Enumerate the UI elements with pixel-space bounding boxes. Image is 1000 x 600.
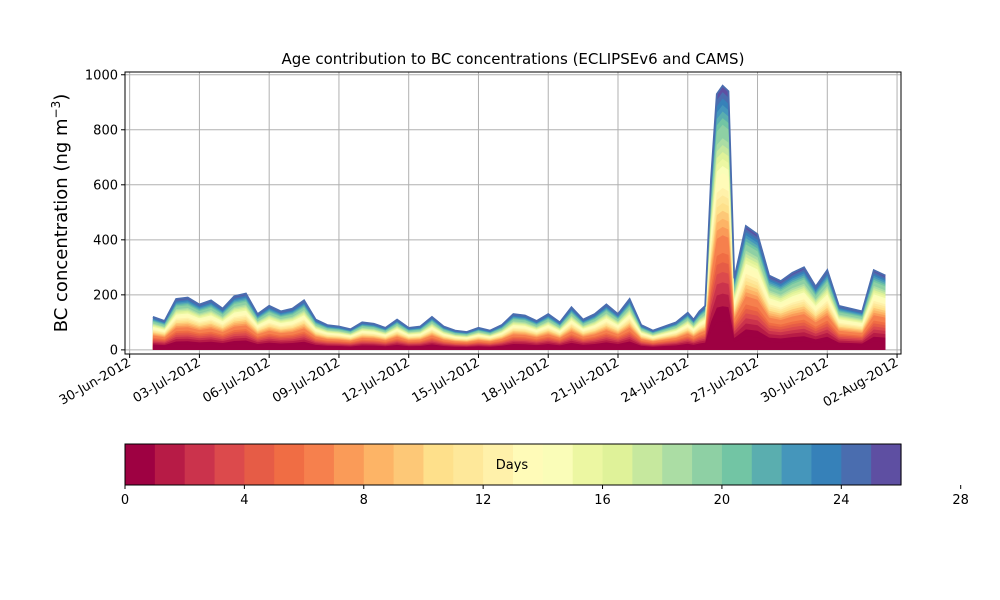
y-tick-label: 800 (93, 123, 118, 138)
colorbar-swatch (692, 444, 723, 485)
colorbar-swatch (483, 444, 514, 485)
x-tick-label: 09-Jul-2012 (270, 355, 343, 406)
y-tick-label: 400 (93, 233, 118, 248)
y-axis-label: BC concentration (ng m−3) (49, 94, 72, 333)
colorbar-swatch (751, 444, 783, 485)
colorbar-swatch (453, 444, 484, 485)
colorbar-swatch (274, 444, 305, 485)
x-tick-label: 18-Jul-2012 (479, 355, 552, 406)
colorbar-swatch (572, 444, 604, 485)
x-tick-label: 21-Jul-2012 (549, 355, 622, 406)
colorbar-swatch (363, 444, 395, 485)
colorbar-swatch (871, 444, 902, 485)
age-band-0 (152, 321, 886, 350)
colorbar-tick-label: 20 (714, 493, 731, 508)
y-tick-label: 1000 (85, 68, 118, 83)
colorbar-swatch (781, 444, 813, 485)
x-axis-ticks: 30-Jun-201203-Jul-201206-Jul-201209-Jul-… (57, 354, 901, 411)
y-axis-label-main: BC concentration (ng m (51, 118, 72, 332)
colorbar-swatch (154, 444, 186, 485)
colorbar-swatch (841, 444, 872, 485)
colorbar-tick-label: 16 (594, 493, 611, 508)
stacked-age-areas (152, 85, 886, 350)
x-tick-label: 02-Aug-2012 (821, 355, 901, 410)
colorbar-swatch (721, 444, 753, 485)
grid-lines (125, 72, 901, 354)
colorbar-label: Days (496, 458, 529, 473)
colorbar-tick-label: 12 (475, 493, 492, 508)
colorbar-swatch (214, 444, 245, 485)
y-tick-label: 0 (110, 343, 118, 358)
colorbar-ticks: 0 4 8 12 16 20 24 28 (121, 485, 969, 508)
total-line (152, 84, 886, 333)
total-concentration-line (152, 84, 886, 333)
colorbar-tick-label: 8 (360, 493, 368, 508)
y-axis-ticks: 0 200 400 600 800 1000 (85, 68, 125, 358)
x-tick-label: 27-Jul-2012 (689, 355, 762, 406)
y-axis-label-superscript: −3 (49, 101, 63, 119)
colorbar-tick-label: 24 (833, 493, 850, 508)
y-axis-label-suffix: ) (51, 94, 72, 101)
colorbar-swatch (333, 444, 365, 485)
colorbar-swatch (542, 444, 574, 485)
colorbar-swatch (662, 444, 693, 485)
colorbar-swatch (244, 444, 275, 485)
chart-title: Age contribution to BC concentrations (E… (282, 50, 745, 68)
x-tick-label: 30-Jun-2012 (57, 355, 134, 408)
colorbar-swatch (125, 444, 156, 485)
x-tick-label: 24-Jul-2012 (619, 355, 692, 406)
y-tick-label: 600 (93, 178, 118, 193)
x-tick-label: 12-Jul-2012 (340, 355, 413, 406)
colorbar-swatch (184, 444, 216, 485)
colorbar-swatch (632, 444, 663, 485)
colorbar-tick-label: 0 (121, 493, 129, 508)
colorbar-tick-label: 4 (240, 493, 248, 508)
x-tick-label: 15-Jul-2012 (410, 355, 483, 406)
y-tick-label: 200 (93, 288, 118, 303)
colorbar-swatch (393, 444, 425, 485)
x-tick-label: 06-Jul-2012 (200, 355, 273, 406)
colorbar-tick-label: 28 (952, 493, 969, 508)
x-tick-label: 03-Jul-2012 (131, 355, 204, 406)
colorbar-frame (124, 443, 902, 486)
colorbar-swatch (423, 444, 454, 485)
colorbar-swatch (811, 444, 842, 485)
colorbar-swatch (513, 444, 544, 485)
colorbar-swatch (602, 444, 633, 485)
plot-frame (124, 71, 902, 355)
colorbar-swatch (304, 444, 335, 485)
colorbar (125, 444, 902, 485)
